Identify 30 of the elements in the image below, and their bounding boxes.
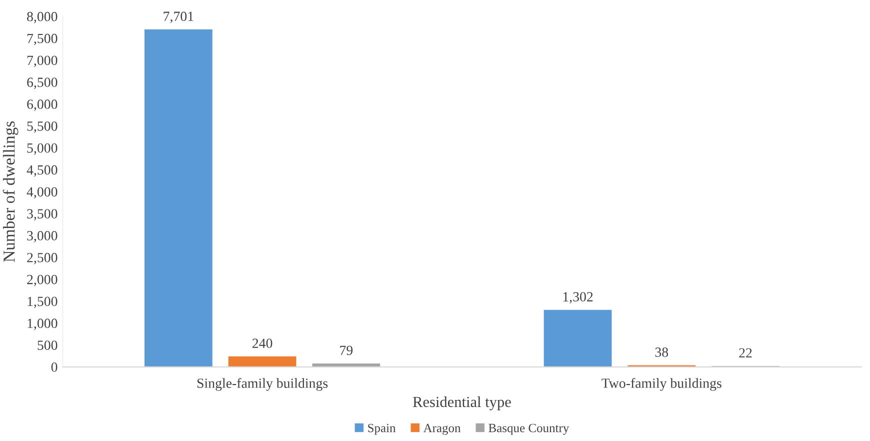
legend-label: Spain <box>368 424 396 435</box>
x-axis-title: Residential type <box>412 396 511 410</box>
y-tick-label: 2,500 <box>27 252 58 264</box>
y-axis-title: Number of dwellings <box>2 121 18 262</box>
data-label: 22 <box>739 348 752 358</box>
data-label: 240 <box>252 338 272 348</box>
y-tick-label: 2,000 <box>27 274 58 286</box>
data-label: 7,701 <box>164 12 194 24</box>
y-tick-label: 4,500 <box>26 165 58 177</box>
y-tick-label: 5,500 <box>27 121 58 133</box>
y-tick-label: 6,000 <box>27 100 58 111</box>
legend-label: Basque Country <box>488 424 570 435</box>
x-tick-label: Single-family buildings <box>197 378 328 391</box>
y-tick-label: 7,000 <box>27 56 58 68</box>
data-label: 79 <box>340 346 353 356</box>
y-tick-label: 4,000 <box>26 187 58 199</box>
y-tick-label: 6,500 <box>27 78 58 90</box>
y-tick-label: 0 <box>51 362 58 372</box>
data-label: 38 <box>655 347 668 357</box>
y-tick-label: 500 <box>38 340 58 350</box>
x-tick-label: Two-family buildings <box>602 378 722 391</box>
y-tick-label: 3,000 <box>27 231 58 242</box>
y-tick-label: 1,000 <box>28 318 58 330</box>
y-tick-label: 5,000 <box>27 143 58 155</box>
y-tick-label: 8,000 <box>27 12 58 24</box>
legend-label: Aragon <box>423 424 461 435</box>
y-tick-label: 3,500 <box>27 209 58 220</box>
y-tick-label: 7,500 <box>27 34 58 46</box>
data-label: 1,302 <box>563 292 593 304</box>
y-tick-label: 1,500 <box>28 296 58 308</box>
